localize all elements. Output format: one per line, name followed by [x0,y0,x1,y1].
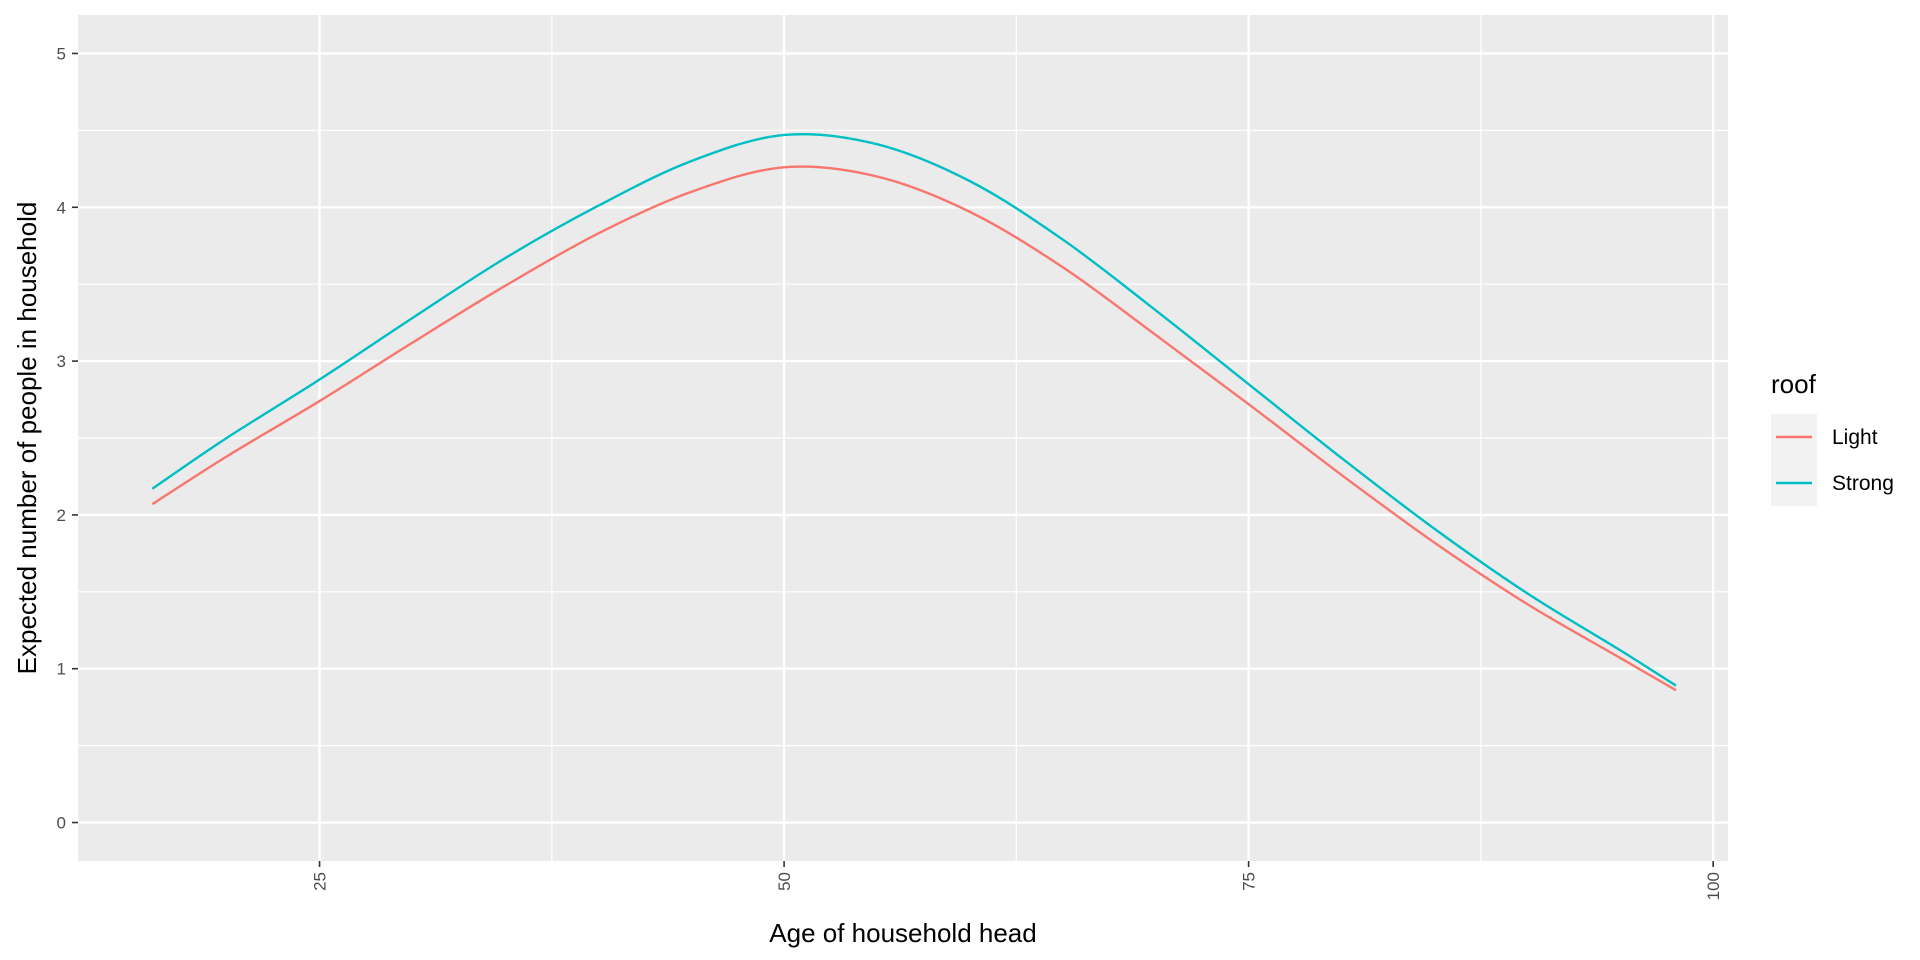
y-tick-label: 3 [57,352,66,371]
legend-title: roof [1771,369,1817,399]
y-axis-title: Expected number of people in household [12,202,42,675]
y-tick-label: 1 [57,660,66,679]
minor-gridlines [78,15,1728,861]
legend-label-strong: Strong [1832,472,1894,495]
axis-ticks [72,52,1714,867]
legend-label-light: Light [1832,426,1878,449]
y-tick-label: 2 [57,506,66,525]
legend: roof Light Strong [1771,369,1894,506]
y-tick-label: 0 [57,814,66,833]
series-layer [151,132,1677,692]
y-tick-label: 5 [57,44,66,63]
x-tick-label: 75 [1240,872,1259,891]
series-line-strong [151,132,1677,687]
y-tick-label: 4 [57,198,66,217]
x-axis-tick-labels: 25 50 75 100 [311,872,1724,900]
x-tick-label: 50 [775,872,794,891]
x-tick-label: 100 [1704,872,1723,900]
major-gridlines [78,15,1728,861]
y-axis-tick-labels: 0 1 2 3 4 5 [57,44,66,832]
series-line-light [151,165,1677,692]
x-tick-label: 25 [311,872,330,891]
x-axis-title: Age of household head [769,918,1036,948]
